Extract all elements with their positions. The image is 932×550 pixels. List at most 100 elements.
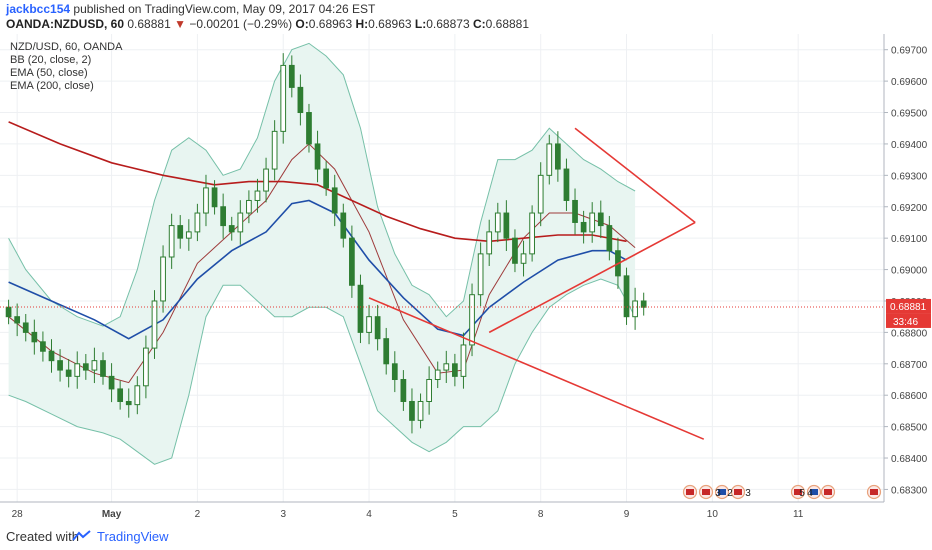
candle-body xyxy=(228,225,235,233)
y-tick-label: 0.69200 xyxy=(891,203,928,214)
legend-item: NZD/USD, 60, OANDA xyxy=(10,41,123,53)
legend-item: BB (20, close, 2) xyxy=(10,54,91,66)
candle xyxy=(177,215,184,249)
candle-body xyxy=(494,212,501,233)
candle-body xyxy=(349,237,355,286)
flag-mark xyxy=(824,489,832,495)
candle xyxy=(374,304,381,351)
candle-body xyxy=(452,363,458,377)
event-flag-icon[interactable] xyxy=(714,484,730,500)
candle-body xyxy=(512,237,518,264)
candle xyxy=(400,370,407,411)
event-flag-icon[interactable] xyxy=(866,484,882,500)
candle-body xyxy=(31,331,38,343)
countdown-label: 33:46 xyxy=(893,317,918,328)
flag-mark xyxy=(734,489,742,495)
candle xyxy=(443,350,450,384)
candle xyxy=(314,130,321,183)
candle xyxy=(331,174,338,227)
tradingview-brand[interactable]: TradingView xyxy=(97,529,169,544)
bb-fill xyxy=(8,43,636,465)
candle-body xyxy=(640,300,647,308)
candle-body xyxy=(606,225,613,252)
trendline-1[interactable] xyxy=(488,221,696,334)
candle-body xyxy=(546,143,553,176)
candle xyxy=(108,363,115,403)
candle-body xyxy=(134,385,141,406)
candle xyxy=(555,131,561,182)
candle-body xyxy=(572,199,578,223)
change-arrow-icon: ▼ xyxy=(174,17,186,31)
candle-body xyxy=(22,322,29,333)
flag-mark xyxy=(794,489,802,495)
candle xyxy=(203,174,209,227)
open-value: 0.68963 xyxy=(308,17,353,31)
candle-body xyxy=(271,130,278,170)
candle xyxy=(246,190,252,224)
candle xyxy=(125,388,132,418)
price-axis[interactable]: 0.69700 0.69600 0.69500 0.69400 0.69300 0.692… xyxy=(883,34,931,502)
low-value: 0.68873 xyxy=(426,17,470,31)
candle xyxy=(185,219,192,251)
candle-body xyxy=(82,363,89,371)
author-link[interactable]: jackbcc154 xyxy=(6,2,71,16)
candle xyxy=(452,353,458,387)
event-flag-icon[interactable] xyxy=(820,484,836,500)
trendlines[interactable] xyxy=(368,127,705,440)
y-tick-label: 0.69500 xyxy=(891,109,928,120)
candle xyxy=(297,74,304,126)
candle xyxy=(22,313,29,342)
event-flag-icon[interactable] xyxy=(682,484,698,500)
bb-upper-line xyxy=(8,42,636,327)
chart-header: jackbcc154 published on TradingView.com,… xyxy=(0,0,932,34)
candle xyxy=(134,376,141,415)
candle xyxy=(151,290,158,359)
event-count-label: 3 xyxy=(715,488,721,499)
event-count-label: 2 xyxy=(727,488,733,499)
y-tick-label: 0.69000 xyxy=(891,266,928,277)
candle xyxy=(100,352,106,385)
event-flag-icon[interactable] xyxy=(806,484,822,500)
candle-body xyxy=(246,199,252,214)
candle-body xyxy=(177,225,184,239)
tradingview-logo-icon xyxy=(72,530,91,541)
candle xyxy=(288,55,295,98)
y-tick-label: 0.69300 xyxy=(891,171,928,182)
event-flag-icon[interactable] xyxy=(790,484,806,500)
candle-body xyxy=(74,363,81,377)
close-value: 0.68881 xyxy=(485,17,530,31)
candle xyxy=(228,216,235,241)
candle-body xyxy=(340,212,347,239)
candle-body xyxy=(203,187,209,214)
candle-body xyxy=(331,187,338,214)
high-value: 0.68963 xyxy=(368,17,412,31)
x-tick-label: May xyxy=(102,509,122,520)
candle-body xyxy=(100,360,106,377)
candle xyxy=(546,134,553,185)
candle-body xyxy=(623,275,630,318)
x-tick-label: 2 xyxy=(195,509,201,520)
candle xyxy=(572,188,578,235)
high-label: H: xyxy=(355,17,369,31)
created-with-text: Created with xyxy=(6,529,79,544)
candle-body xyxy=(520,253,527,264)
candle-body xyxy=(460,344,467,377)
event-flag-icon[interactable] xyxy=(698,484,714,500)
candle xyxy=(477,242,484,307)
candle-body xyxy=(400,379,407,402)
candle-body xyxy=(220,206,227,227)
candle-body xyxy=(486,231,493,255)
time-axis[interactable]: 28 May 2 3 4 5 8 9 10 11 xyxy=(0,501,884,520)
price-tag xyxy=(886,298,931,314)
candle xyxy=(357,274,364,344)
candle xyxy=(469,283,475,357)
candle-body xyxy=(185,231,192,239)
last-price: 0.68881 xyxy=(127,17,171,31)
trendline-0[interactable] xyxy=(368,297,705,440)
candle xyxy=(48,339,55,373)
trendline-2[interactable] xyxy=(574,127,696,224)
event-flag-icon[interactable] xyxy=(730,484,746,500)
